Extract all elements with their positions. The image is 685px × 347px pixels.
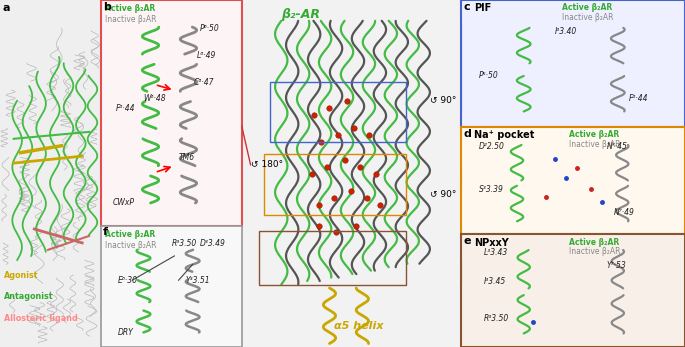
Text: ↺ 90°: ↺ 90° [430,190,457,199]
Bar [101,0,242,226]
Bar [461,127,685,234]
Text: a: a [2,3,10,14]
Text: Y⁷·53: Y⁷·53 [607,261,626,270]
Text: Inactive β₂AR: Inactive β₂AR [562,13,613,22]
Text: DRY: DRY [119,328,134,337]
Bar [0,0,101,347]
Bar [271,82,406,142]
Bar [242,0,461,347]
Bar [260,231,406,285]
Text: Inactive β₂AR: Inactive β₂AR [105,241,157,250]
Bar [461,234,685,347]
Text: Allosteric ligand: Allosteric ligand [4,314,78,323]
Text: Na⁺ pocket: Na⁺ pocket [475,130,535,140]
Text: Inactive β₂AR: Inactive β₂AR [569,140,620,149]
Text: ↺ 90°: ↺ 90° [430,96,457,105]
Text: Active β₂AR: Active β₂AR [105,230,155,239]
Text: b: b [103,2,110,12]
Text: R³3.50: R³3.50 [484,314,509,323]
Text: C⁶·47: C⁶·47 [194,78,214,87]
Text: TM6: TM6 [179,153,195,162]
Text: Agonist: Agonist [4,271,38,280]
Text: D²2.50: D²2.50 [479,142,505,151]
Text: D³3.49: D³3.49 [199,239,225,248]
Text: e: e [463,236,471,246]
Bar [101,226,242,347]
Text: d: d [463,129,471,139]
Text: N⁷·45: N⁷·45 [607,142,627,151]
Text: L³3.43: L³3.43 [484,248,508,257]
Text: I³3.45: I³3.45 [484,277,506,286]
Text: ↺ 180°: ↺ 180° [251,160,283,169]
Text: S³3.39: S³3.39 [479,185,503,194]
Text: NPxxY: NPxxY [475,238,509,248]
Text: f: f [103,227,108,237]
Text: CWxP: CWxP [112,198,135,208]
Text: R³3.50: R³3.50 [171,239,197,248]
Text: W⁶·48: W⁶·48 [143,94,166,103]
Text: L⁶·49: L⁶·49 [197,51,216,60]
Text: Active β₂AR: Active β₂AR [105,4,155,13]
Text: c: c [463,2,470,12]
Text: β₂-AR: β₂-AR [282,8,321,20]
Bar [264,154,406,215]
Text: α5 helix: α5 helix [334,321,384,331]
Text: PIF: PIF [475,3,492,14]
Text: N⁷·49: N⁷·49 [613,208,634,217]
Text: Inactive β₂AR: Inactive β₂AR [105,15,157,24]
Text: Y³3.51: Y³3.51 [186,276,210,285]
Text: Active β₂AR: Active β₂AR [569,238,619,247]
Text: E⁶·30: E⁶·30 [119,276,138,285]
Text: I³3.40: I³3.40 [555,27,577,36]
Text: P⁵·50: P⁵·50 [479,71,499,81]
Text: F⁶·44: F⁶·44 [629,94,649,103]
Text: Inactive β₂AR: Inactive β₂AR [569,247,620,256]
Text: P⁶·50: P⁶·50 [199,24,219,33]
Text: Active β₂AR: Active β₂AR [569,130,619,139]
Text: F⁶·44: F⁶·44 [115,104,135,113]
Bar [461,0,685,127]
Text: Active β₂AR: Active β₂AR [562,3,612,12]
Text: Antagonist: Antagonist [4,292,53,301]
